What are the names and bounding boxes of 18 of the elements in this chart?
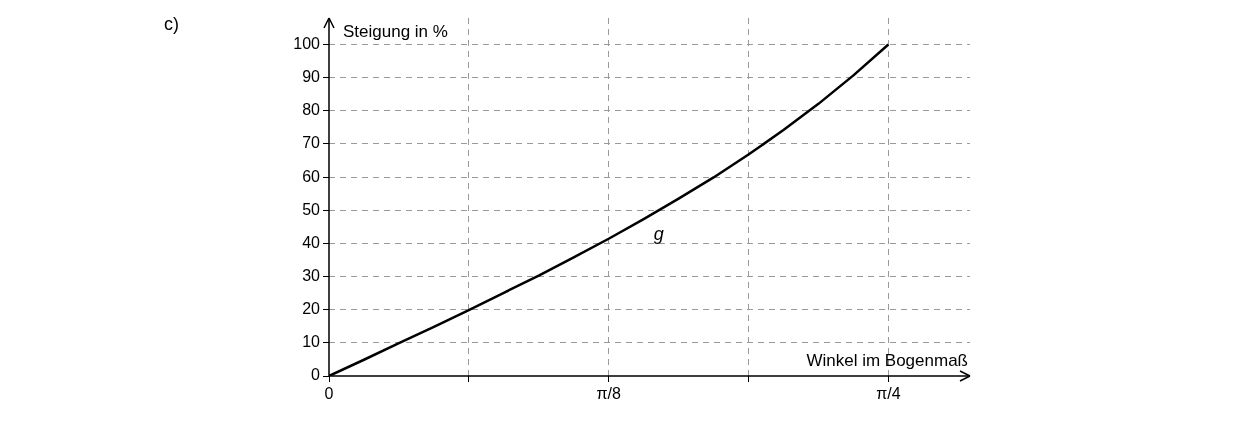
series-label: g: [653, 224, 664, 245]
x-tick-label: 0: [324, 385, 334, 403]
y-tick-label: 80: [302, 101, 321, 119]
text: c): [164, 13, 179, 34]
y-tick-label: 70: [302, 134, 321, 152]
y-tick-label: 10: [302, 333, 321, 351]
y-axis-title: Steigung in %: [343, 21, 448, 41]
x-tick-label: π/4: [876, 385, 901, 403]
y-tick-label: 20: [302, 300, 321, 318]
y-tick-label: 30: [302, 266, 321, 284]
y-tick-label: 40: [302, 233, 321, 251]
y-tick-label: 0: [311, 366, 321, 384]
y-tick-label: 60: [302, 167, 321, 185]
y-tick-label: 100: [293, 34, 321, 52]
x-axis-title: Winkel im Bogenmaß: [806, 351, 968, 371]
y-tick-label: 50: [302, 200, 321, 218]
y-tick-label: 90: [302, 68, 321, 86]
x-tick-label: π/8: [596, 385, 621, 403]
